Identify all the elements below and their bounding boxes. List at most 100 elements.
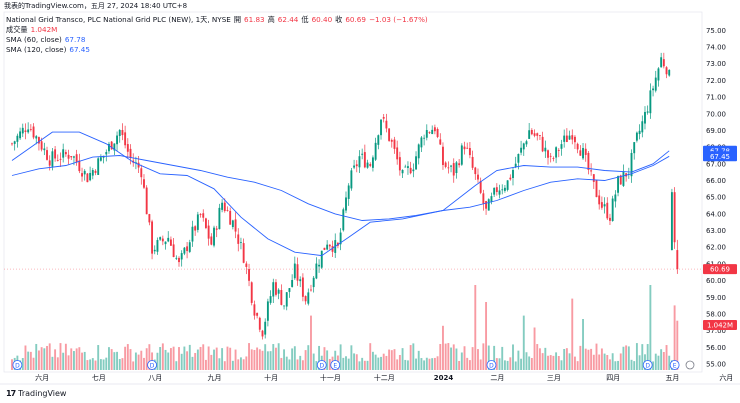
volume-bar bbox=[485, 302, 488, 370]
candle-body bbox=[307, 292, 310, 304]
volume-bar bbox=[129, 349, 132, 370]
candle-body bbox=[258, 317, 261, 330]
volume-bar bbox=[592, 354, 595, 370]
volume-bar bbox=[428, 358, 431, 370]
volume-bar bbox=[662, 352, 665, 370]
candle-body bbox=[409, 167, 412, 174]
volume-bar bbox=[258, 349, 261, 370]
brand-label: TradingView bbox=[18, 389, 67, 398]
volume-bar bbox=[565, 348, 568, 370]
candle-body bbox=[506, 180, 509, 190]
candle-body bbox=[600, 202, 603, 208]
candle-body bbox=[619, 175, 622, 185]
volume-bar bbox=[576, 361, 579, 370]
volume-bar bbox=[75, 348, 78, 370]
volume-bar bbox=[126, 344, 129, 370]
volume-bar bbox=[415, 358, 417, 370]
volume-bar bbox=[240, 357, 242, 370]
price-tag-label: 67.45 bbox=[710, 153, 730, 161]
y-tick-label: 62.00 bbox=[706, 244, 726, 252]
candle-body bbox=[646, 111, 649, 113]
volume-bar bbox=[118, 359, 121, 370]
low-label: 低 bbox=[301, 15, 309, 24]
candle-body bbox=[355, 164, 358, 167]
candle-body bbox=[118, 130, 121, 136]
volume-bar bbox=[345, 356, 347, 370]
volume-bar bbox=[557, 356, 560, 370]
volume-bar bbox=[43, 348, 46, 370]
candle-body bbox=[226, 210, 229, 211]
volume-bar bbox=[229, 347, 232, 370]
volume-bar bbox=[425, 357, 428, 370]
symbol-title[interactable]: National Grid Transco, PLC National Grid… bbox=[6, 15, 231, 24]
volume-bar bbox=[412, 343, 415, 370]
candle-body bbox=[630, 152, 633, 177]
volume-bar bbox=[404, 359, 407, 370]
volume-bar bbox=[361, 357, 364, 370]
volume-bar bbox=[32, 357, 35, 370]
x-tick-label: 四月 bbox=[606, 374, 620, 382]
y-tick-label: 55.00 bbox=[706, 361, 726, 369]
y-tick-label: 64.00 bbox=[706, 210, 726, 218]
candle-body bbox=[590, 170, 593, 172]
volume-bar bbox=[536, 344, 539, 370]
candle-body bbox=[363, 152, 366, 168]
y-tick-label: 58.00 bbox=[706, 310, 726, 318]
candle-body bbox=[250, 282, 253, 303]
volume-bar bbox=[498, 358, 501, 370]
volume-bar bbox=[439, 344, 442, 370]
tradingview-brand[interactable]: 17 TradingView bbox=[6, 389, 66, 398]
candle-body bbox=[207, 225, 210, 239]
volume-bar bbox=[339, 344, 342, 370]
event-marker-label: D bbox=[489, 363, 494, 370]
volume-bar bbox=[156, 352, 159, 370]
open-value: 61.83 bbox=[244, 15, 265, 24]
candle-body bbox=[474, 167, 477, 175]
volume-bar bbox=[234, 349, 237, 370]
candle-body bbox=[371, 157, 374, 168]
volume-bar bbox=[646, 344, 649, 370]
candle-body bbox=[374, 142, 377, 160]
candle-body bbox=[460, 145, 463, 165]
volume-bar bbox=[299, 355, 302, 370]
candle-body bbox=[223, 202, 226, 212]
volume-bar bbox=[538, 348, 541, 370]
volume-bar bbox=[280, 357, 283, 370]
volume-bar bbox=[291, 348, 294, 370]
volume-bar bbox=[67, 355, 70, 370]
volume-bar bbox=[407, 360, 409, 370]
x-tick-label: 六月 bbox=[719, 373, 733, 382]
candle-body bbox=[385, 120, 388, 129]
volume-label: 成交量 bbox=[6, 25, 28, 34]
candle-body bbox=[522, 143, 525, 150]
candle-body bbox=[89, 172, 92, 181]
candle-body bbox=[404, 166, 407, 168]
volume-bar bbox=[393, 349, 396, 370]
volume-bar bbox=[606, 355, 609, 370]
candle-body bbox=[145, 187, 148, 215]
candle-body bbox=[169, 239, 172, 246]
y-tick-label: 59.00 bbox=[706, 294, 726, 302]
candle-body bbox=[398, 157, 401, 171]
legend-sma120-row[interactable]: SMA (120, close) 67.45 bbox=[6, 45, 428, 55]
candle-body bbox=[266, 301, 269, 321]
volume-bar bbox=[110, 349, 113, 370]
candle-body bbox=[277, 289, 280, 294]
volume-bar bbox=[520, 358, 523, 370]
candle-body bbox=[32, 126, 35, 138]
volume-bar bbox=[143, 357, 145, 370]
event-marker bbox=[147, 360, 157, 370]
candle-body bbox=[611, 198, 614, 222]
candle-body bbox=[48, 160, 51, 166]
legend-volume-row[interactable]: 成交量 1.042M bbox=[6, 25, 428, 35]
candle-body bbox=[234, 219, 237, 232]
candle-body bbox=[64, 152, 67, 155]
candle-body bbox=[345, 197, 347, 211]
volume-bar bbox=[248, 343, 250, 370]
legend-sma60-row[interactable]: SMA (60, close) 67.78 bbox=[6, 35, 428, 45]
volume-bar bbox=[237, 359, 240, 370]
chart-legend: National Grid Transco, PLC National Grid… bbox=[6, 15, 428, 55]
y-tick-label: 70.00 bbox=[706, 110, 726, 118]
volume-bar bbox=[447, 343, 450, 370]
